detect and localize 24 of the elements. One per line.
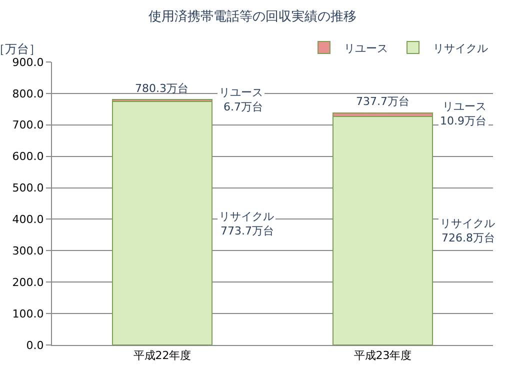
- y-tick-label: 800.0: [12, 87, 44, 100]
- bar: [332, 116, 433, 345]
- y-tick-label: 300.0: [12, 244, 44, 258]
- y-tick-label: 200.0: [12, 276, 44, 289]
- y-tick-label: 400.0: [12, 213, 44, 226]
- x-tick-label: 平成23年度: [354, 349, 412, 362]
- annotation: リユース 10.9万台: [440, 100, 486, 128]
- y-tick-label: 100.0: [12, 307, 44, 320]
- chart-title: 使用済携帯電話等の回収実績の推移: [148, 8, 356, 25]
- y-tick-label: 700.0: [12, 118, 44, 132]
- y-axis-title: ［万台］: [0, 42, 41, 56]
- y-tick-label: 900.0: [12, 56, 44, 69]
- legend-label: リサイクル: [433, 42, 488, 55]
- legend-label: リユース: [344, 42, 388, 55]
- annotation: リサイクル 726.8万台: [440, 217, 495, 244]
- bar: [112, 101, 212, 345]
- x-tick-label: 平成22年度: [133, 349, 192, 362]
- annotation: リサイクル 773.7万台: [219, 210, 274, 238]
- annotation: リユース 6.7万台: [219, 86, 263, 114]
- total-label: 780.3万台: [135, 82, 188, 95]
- y-tick-label: 0.0: [26, 338, 44, 352]
- total-label: 737.7万台: [356, 95, 410, 108]
- y-tick-label: 600.0: [12, 150, 44, 164]
- y-tick-label: 500.0: [12, 182, 44, 195]
